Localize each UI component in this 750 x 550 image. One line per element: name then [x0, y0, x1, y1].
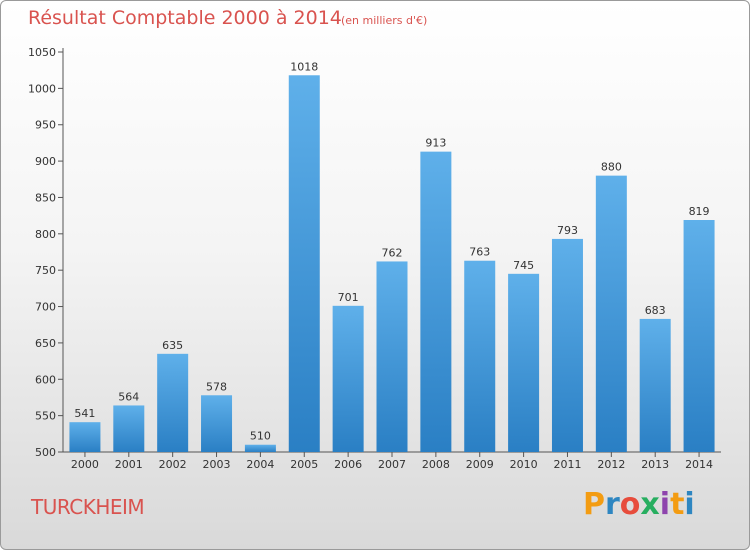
y-tick-label: 650: [35, 337, 56, 350]
bar: [508, 273, 540, 452]
x-tick-label: 2005: [290, 458, 318, 471]
logo-letter: t: [670, 487, 685, 522]
data-label: 683: [645, 304, 666, 317]
bar: [288, 75, 320, 452]
x-tick-label: 2006: [334, 458, 362, 471]
data-label: 745: [513, 259, 534, 272]
x-tick-label: 2007: [378, 458, 406, 471]
chart-title: Résultat Comptable 2000 à 2014: [28, 7, 342, 29]
x-tick-label: 2012: [597, 458, 625, 471]
bar: [332, 305, 364, 452]
data-label: 541: [74, 407, 95, 420]
data-label: 793: [557, 224, 578, 237]
data-label: 578: [206, 380, 227, 393]
data-label: 510: [250, 430, 271, 443]
y-tick-label: 900: [35, 155, 56, 168]
proxiti-logo: Proxiti: [583, 487, 695, 522]
data-label: 819: [689, 205, 710, 218]
y-tick-label: 850: [35, 191, 56, 204]
bar: [595, 175, 627, 453]
y-tick-label: 700: [35, 301, 56, 314]
bar: [157, 353, 189, 452]
y-tick-label: 550: [35, 410, 56, 423]
logo-letter: i: [684, 487, 695, 522]
x-tick-label: 2001: [115, 458, 143, 471]
x-tick-label: 2011: [553, 458, 581, 471]
x-tick-label: 2009: [466, 458, 494, 471]
bars-group: [69, 75, 715, 453]
labels-group: 2000 541 2001 564 2002 635 2003 578 2004 510 2005 1…: [71, 60, 713, 471]
bar: [69, 422, 101, 452]
bar: [244, 444, 276, 452]
bar: [113, 405, 145, 452]
x-tick-label: 2010: [510, 458, 538, 471]
x-tick-label: 2013: [641, 458, 669, 471]
commune-name: TURCKHEIM: [31, 495, 145, 519]
data-label: 763: [469, 246, 490, 259]
logo-letter: P: [583, 487, 605, 522]
x-tick-label: 2008: [422, 458, 450, 471]
bar: [201, 395, 233, 452]
bar: [551, 238, 583, 452]
y-tick-label: 750: [35, 264, 56, 277]
data-label: 701: [338, 291, 359, 304]
bar: [639, 318, 671, 452]
bar: [683, 220, 715, 452]
x-tick-label: 2000: [71, 458, 99, 471]
bar: [464, 260, 496, 452]
y-tick-label: 1050: [28, 46, 56, 59]
bar: [420, 151, 452, 453]
bar: [376, 261, 408, 452]
chart-subtitle: (en milliers d'€): [341, 14, 428, 27]
logo-letter: o: [619, 487, 641, 522]
data-label: 635: [162, 339, 183, 352]
y-tick-label: 500: [35, 446, 56, 459]
x-tick-label: 2014: [685, 458, 713, 471]
y-tick-label: 950: [35, 119, 56, 132]
x-tick-label: 2004: [246, 458, 274, 471]
data-label: 1018: [290, 60, 318, 73]
data-label: 564: [118, 390, 139, 403]
data-label: 762: [382, 246, 403, 259]
x-tick-label: 2003: [203, 458, 231, 471]
y-tick-label: 600: [35, 373, 56, 386]
data-label: 913: [425, 137, 446, 150]
data-label: 880: [601, 161, 622, 174]
logo-letter: i: [659, 487, 671, 522]
logo-letter: x: [640, 487, 660, 522]
y-tick-label: 1000: [28, 82, 56, 95]
logo-letter: r: [605, 487, 620, 522]
x-tick-label: 2002: [159, 458, 187, 471]
y-tick-label: 800: [35, 228, 56, 241]
